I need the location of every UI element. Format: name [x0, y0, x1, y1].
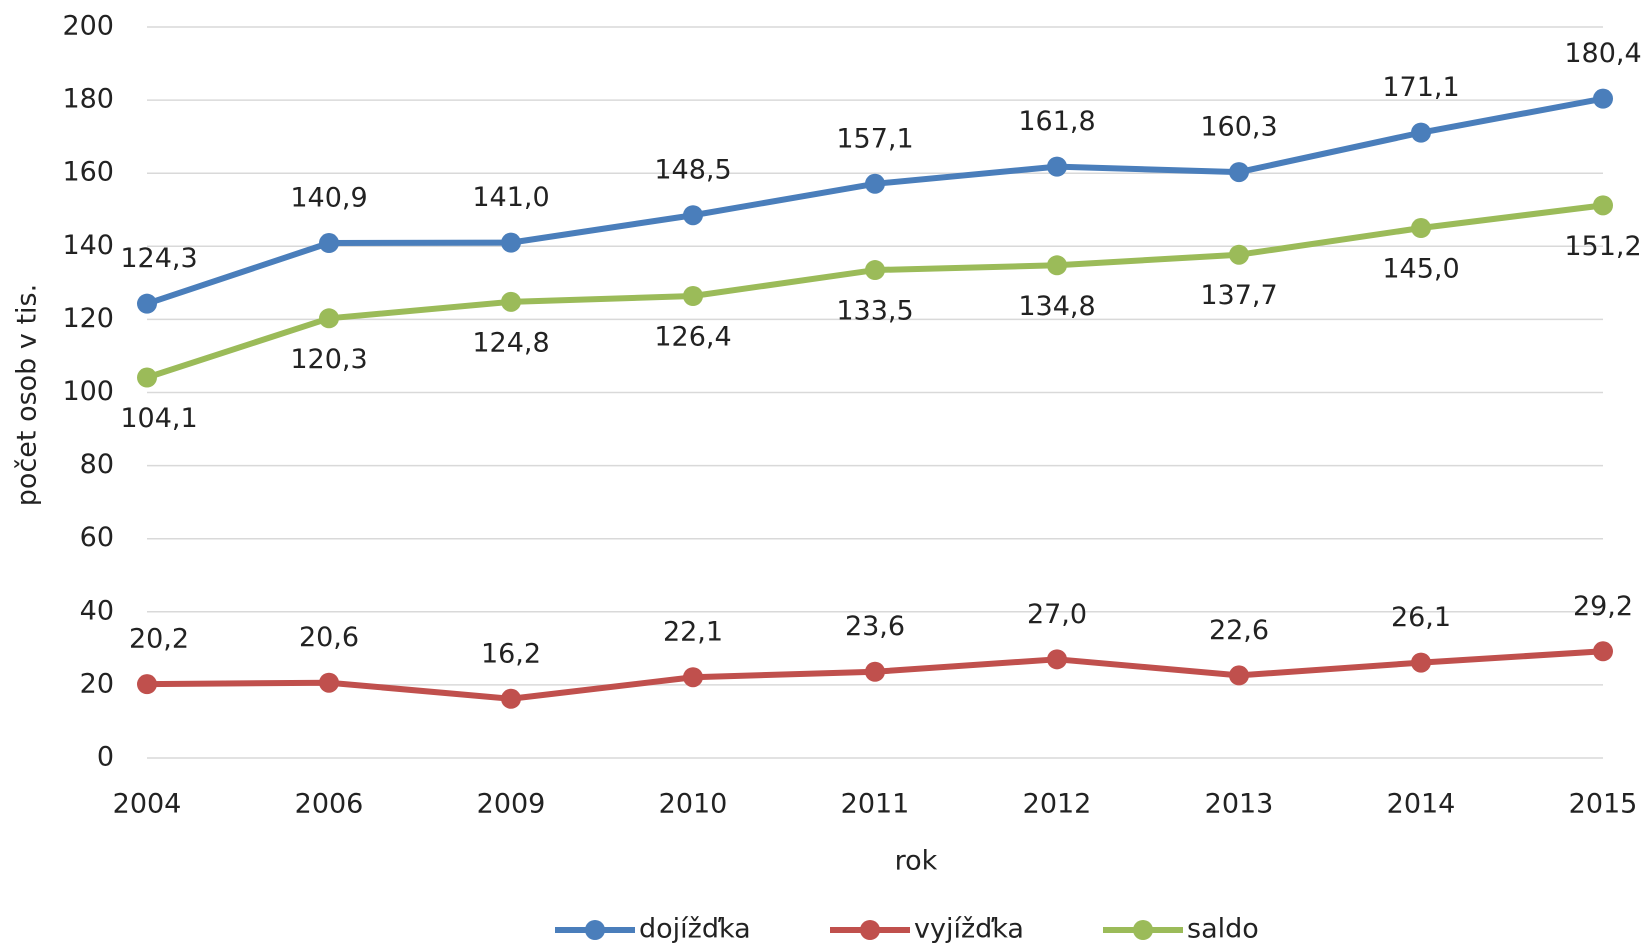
point — [501, 232, 521, 253]
legend-label: vyjížďka — [914, 914, 1024, 945]
data-label: 20,6 — [299, 622, 359, 653]
point — [1047, 255, 1067, 276]
point — [501, 291, 521, 312]
legend-label: dojížďka — [639, 914, 751, 945]
data-label: 180,4 — [1564, 38, 1641, 69]
point — [1047, 156, 1067, 177]
point — [137, 293, 157, 314]
y-tick-label: 0 — [97, 742, 114, 773]
legend-marker — [585, 920, 605, 940]
point — [319, 672, 339, 693]
x-tick-label: 2012 — [1023, 789, 1092, 820]
y-tick-label: 180 — [62, 84, 114, 115]
data-label: 20,2 — [129, 624, 189, 655]
x-tick-label: 2009 — [477, 789, 546, 820]
point — [1411, 218, 1431, 239]
legend-marker — [1133, 920, 1153, 940]
point — [319, 308, 339, 329]
y-tick-label: 200 — [62, 11, 114, 42]
x-tick-label: 2004 — [113, 789, 182, 820]
point — [1229, 244, 1249, 265]
data-label: 104,1 — [120, 403, 197, 434]
point — [1229, 162, 1249, 183]
data-label: 157,1 — [836, 123, 913, 154]
point — [1411, 122, 1431, 143]
data-label: 22,1 — [663, 617, 723, 648]
data-label: 124,8 — [472, 327, 549, 358]
x-tick-label: 2014 — [1387, 789, 1456, 820]
data-label: 141,0 — [472, 182, 549, 213]
x-axis-label: rok — [895, 846, 938, 877]
data-label: 140,9 — [290, 183, 367, 214]
point — [137, 674, 157, 695]
x-tick-label: 2011 — [841, 789, 910, 820]
point — [683, 205, 703, 226]
data-label: 133,5 — [836, 296, 913, 327]
y-tick-label: 160 — [62, 157, 114, 188]
y-tick-label: 100 — [62, 376, 114, 407]
data-label: 137,7 — [1200, 280, 1277, 311]
data-label: 148,5 — [654, 155, 731, 186]
data-label: 134,8 — [1018, 291, 1095, 322]
data-label: 145,0 — [1382, 254, 1459, 285]
x-tick-label: 2013 — [1205, 789, 1274, 820]
data-label: 16,2 — [481, 638, 541, 669]
point — [1411, 652, 1431, 673]
data-label: 124,3 — [120, 243, 197, 274]
data-label: 126,4 — [654, 322, 731, 353]
point — [683, 667, 703, 688]
point — [501, 688, 521, 709]
point — [1593, 641, 1613, 662]
x-tick-label: 2006 — [295, 789, 364, 820]
y-tick-label: 60 — [80, 522, 114, 553]
point — [865, 173, 885, 194]
data-label: 171,1 — [1382, 72, 1459, 103]
data-label: 27,0 — [1027, 599, 1087, 630]
point — [137, 367, 157, 388]
point — [683, 286, 703, 307]
x-tick-label: 2010 — [659, 789, 728, 820]
x-tick-label: 2015 — [1569, 789, 1638, 820]
data-label: 26,1 — [1391, 602, 1451, 633]
y-tick-label: 20 — [80, 668, 114, 699]
point — [865, 260, 885, 281]
data-label: 23,6 — [845, 611, 905, 642]
y-tick-label: 80 — [80, 449, 114, 480]
data-label: 161,8 — [1018, 106, 1095, 137]
legend-marker — [860, 920, 880, 940]
y-tick-label: 40 — [80, 595, 114, 626]
data-label: 160,3 — [1200, 112, 1277, 143]
y-tick-label: 120 — [62, 303, 114, 334]
y-tick-label: 140 — [62, 230, 114, 261]
point — [1047, 649, 1067, 670]
point — [1229, 665, 1249, 686]
point — [1593, 88, 1613, 109]
data-label: 29,2 — [1573, 591, 1633, 622]
legend-label: saldo — [1187, 914, 1259, 945]
data-label: 120,3 — [290, 344, 367, 375]
data-label: 22,6 — [1209, 615, 1269, 646]
y-axis-label: počet osob v tis. — [12, 284, 43, 506]
data-label: 151,2 — [1564, 231, 1641, 262]
point — [319, 233, 339, 254]
point — [865, 661, 885, 682]
point — [1593, 195, 1613, 216]
